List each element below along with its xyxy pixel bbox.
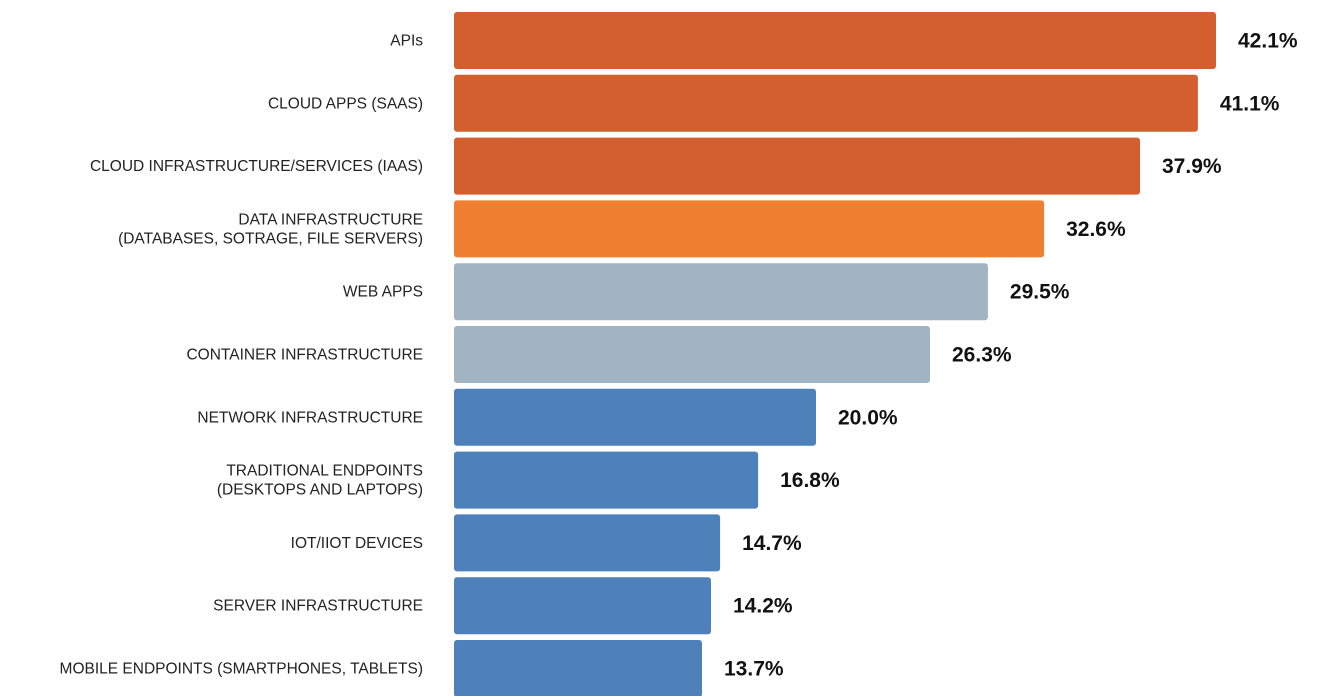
category-label-line: IOT/IIOT DEVICES	[291, 535, 423, 552]
category-label-line: CLOUD INFRASTRUCTURE/SERVICES (IAAS)	[90, 158, 423, 175]
category-label-line: CONTAINER INFRASTRUCTURE	[186, 347, 423, 364]
bar-3	[454, 200, 1045, 258]
value-label-7: 16.8%	[780, 469, 840, 492]
value-label-6: 20.0%	[838, 406, 898, 429]
category-label-line: APIs	[390, 33, 423, 50]
bar-0	[454, 12, 1216, 69]
category-label-line: NETWORK INFRASTRUCTURE	[197, 409, 423, 426]
category-label-5: CONTAINER INFRASTRUCTURE	[186, 347, 423, 364]
bar-2	[454, 137, 1140, 195]
category-label-line: WEB APPS	[343, 284, 423, 301]
category-label-3: DATA INFRASTRUCTURE (DATABASES, SOTRAGE, …	[118, 211, 423, 247]
value-label-3: 32.6%	[1066, 218, 1126, 241]
category-label-line: CLOUD APPS (SAAS)	[268, 95, 423, 112]
category-label-line: (DESKTOPS AND LAPTOPS)	[217, 482, 423, 499]
bar-1	[454, 74, 1198, 132]
category-label-line: SERVER INFRASTRUCTURE	[213, 598, 423, 615]
category-label-1: CLOUD APPS (SAAS)	[268, 95, 423, 112]
value-label-0: 42.1%	[1238, 30, 1298, 53]
bar-4	[454, 263, 988, 321]
value-label-4: 29.5%	[1010, 281, 1070, 304]
bar-5	[454, 326, 930, 383]
value-label-9: 14.2%	[733, 595, 793, 618]
category-label-line: TRADITIONAL ENDPOINTS	[226, 463, 423, 480]
value-label-2: 37.9%	[1162, 155, 1222, 178]
value-label-5: 26.3%	[952, 344, 1012, 367]
bar-6	[454, 388, 816, 446]
category-label-2: CLOUD INFRASTRUCTURE/SERVICES (IAAS)	[90, 158, 423, 175]
bar-7	[454, 451, 759, 509]
category-label-8: IOT/IIOT DEVICES	[291, 535, 423, 552]
bar-8	[454, 514, 721, 572]
value-label-1: 41.1%	[1220, 92, 1280, 115]
bar-10	[454, 640, 702, 696]
category-label-0: APIs	[390, 33, 423, 50]
category-label-10: MOBILE ENDPOINTS (SMARTPHONES, TABLETS)	[60, 661, 423, 678]
category-label-line: DATA INFRASTRUCTURE	[238, 211, 423, 228]
category-label-line: (DATABASES, SOTRAGE, FILE SERVERS)	[118, 230, 423, 247]
bar-9	[454, 577, 711, 635]
value-label-8: 14.7%	[742, 532, 802, 555]
category-label-line: MOBILE ENDPOINTS (SMARTPHONES, TABLETS)	[60, 661, 423, 678]
value-label-10: 13.7%	[724, 658, 784, 681]
category-label-9: SERVER INFRASTRUCTURE	[213, 598, 423, 615]
category-label-7: TRADITIONAL ENDPOINTS (DESKTOPS AND LAPTO…	[217, 463, 423, 499]
category-label-4: WEB APPS	[343, 284, 423, 301]
category-label-6: NETWORK INFRASTRUCTURE	[197, 409, 423, 426]
